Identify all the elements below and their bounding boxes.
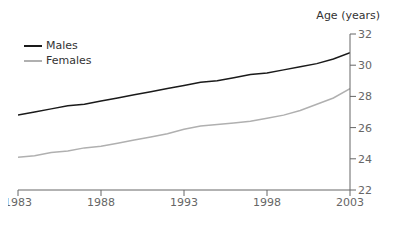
svg-text:1993: 1993 bbox=[170, 196, 198, 209]
svg-text:24: 24 bbox=[358, 153, 372, 166]
svg-text:2003: 2003 bbox=[336, 196, 364, 209]
svg-text:30: 30 bbox=[358, 59, 372, 72]
svg-text:32: 32 bbox=[358, 28, 372, 41]
svg-text:22: 22 bbox=[358, 184, 372, 197]
svg-text:1983: 1983 bbox=[8, 196, 32, 209]
html-text:Age (years): Age (years) bbox=[316, 9, 380, 22]
html-text:Females: Females bbox=[46, 54, 92, 67]
html-text:Males: Males bbox=[46, 39, 78, 52]
svg-text:1998: 1998 bbox=[253, 196, 281, 209]
svg-text:28: 28 bbox=[358, 90, 372, 103]
svg-text:1988: 1988 bbox=[87, 196, 115, 209]
svg-text:26: 26 bbox=[358, 122, 372, 135]
